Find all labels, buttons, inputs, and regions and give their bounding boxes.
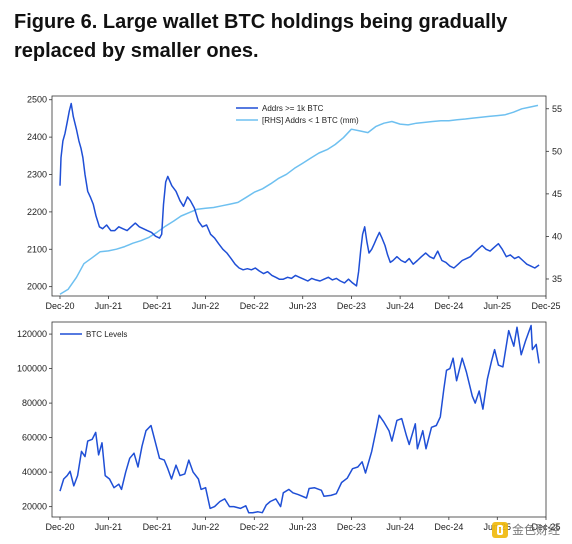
chart2-x-tick-label: Dec-23 — [337, 522, 366, 532]
chart1-x-tick-label: Dec-23 — [337, 301, 366, 311]
chart1-y-right-tick-label: 35 — [552, 274, 562, 284]
chart2-y-tick-label: 40000 — [22, 467, 47, 477]
chart2-x-tick-label: Jun-24 — [386, 522, 414, 532]
chart1-y-right-tick-label: 50 — [552, 146, 562, 156]
chart2-x-tick-label: Dec-22 — [240, 522, 269, 532]
chart2-plot-frame — [51, 321, 547, 518]
chart1-y-tick-label: 2500 — [27, 95, 47, 105]
chart1-x-tick-label: Dec-21 — [143, 301, 172, 311]
chart2-x-tick-label: Dec-24 — [434, 522, 463, 532]
watermark: 金色财经 — [491, 521, 560, 538]
chart1-x-tick-label: Jun-23 — [289, 301, 317, 311]
chart2-x-tick-label: Dec-25 — [531, 522, 560, 532]
chart1-y-tick-label: 2100 — [27, 244, 47, 254]
chart1-y-right-tick-label: 55 — [552, 104, 562, 114]
chart2-y-tick-label: 120000 — [17, 329, 47, 339]
chart1-y-tick-label: 2200 — [27, 207, 47, 217]
chart2-y-tick-label: 60000 — [22, 433, 47, 443]
chart2-y-tick-label: 20000 — [22, 502, 47, 512]
chart1-y-tick-label: 2000 — [27, 282, 47, 292]
chart2-y-tick-label: 100000 — [17, 364, 47, 374]
chart2-y-tick-label: 80000 — [22, 398, 47, 408]
chart1-y-tick-label: 2400 — [27, 132, 47, 142]
chart1-x-tick-label: Dec-24 — [434, 301, 463, 311]
chart2-x-tick-label: Dec-21 — [143, 522, 172, 532]
figure-title: Figure 6. Large wallet BTC holdings bein… — [14, 11, 508, 62]
chart1-x-tick-label: Jun-21 — [95, 301, 123, 311]
chart1-legend-label-2: [RHS] Addrs < 1 BTC (mm) — [262, 116, 359, 125]
chart1-x-tick-label: Dec-20 — [45, 301, 74, 311]
chart2-x-tick-label: Jun-23 — [289, 522, 317, 532]
chart1-x-tick-label: Jun-24 — [386, 301, 414, 311]
chart1-plot-frame — [51, 95, 547, 297]
chart1-y-tick-label: 2300 — [27, 170, 47, 180]
chart1-x-tick-label: Dec-25 — [531, 301, 560, 311]
chart1-series-line-2 — [59, 104, 539, 295]
chart1-legend-label-1: Addrs >= 1k BTC — [262, 104, 324, 113]
chart1-series-line-1 — [59, 102, 540, 287]
chart2-x-tick-label: Dec-20 — [45, 522, 74, 532]
chart2-series-line-1 — [59, 324, 540, 514]
chart2-x-tick-label: Jun-21 — [95, 522, 123, 532]
chart1-x-tick-label: Dec-22 — [240, 301, 269, 311]
golden-finance-logo-icon — [491, 521, 508, 538]
chart1-x-tick-label: Jun-25 — [484, 301, 512, 311]
chart2-x-tick-label: Jun-22 — [192, 522, 220, 532]
chart2-legend-label-1: BTC Levels — [86, 330, 127, 339]
chart1-x-tick-label: Jun-22 — [192, 301, 220, 311]
chart1-y-right-tick-label: 40 — [552, 231, 562, 241]
watermark-text: 金色财经 — [511, 523, 560, 537]
chart1-y-right-tick-label: 45 — [552, 189, 562, 199]
